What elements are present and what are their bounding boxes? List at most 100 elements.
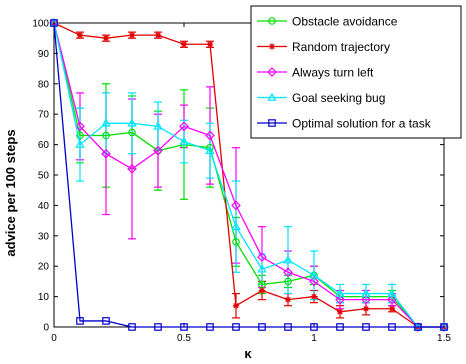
data-point <box>205 130 215 141</box>
data-point <box>231 200 241 211</box>
data-point <box>128 128 136 137</box>
series-line <box>53 22 444 328</box>
data-point <box>205 145 215 154</box>
data-point <box>206 323 214 331</box>
data-point <box>102 35 110 42</box>
data-point <box>258 287 266 294</box>
series-line <box>53 22 444 328</box>
data-point <box>387 288 397 297</box>
legend-marker <box>268 119 276 127</box>
data-point <box>361 294 371 305</box>
legend-label: Random trajectory <box>292 40 390 54</box>
data-point <box>388 305 396 312</box>
y-axis-label: advice per 100 steps <box>3 129 18 256</box>
legend-marker <box>268 17 276 25</box>
data-point <box>101 118 111 127</box>
y-tick-label: 90 <box>38 49 50 60</box>
x-tick-label: 1.5 <box>437 333 451 344</box>
y-tick-label: 20 <box>38 262 50 273</box>
data-point <box>362 323 370 331</box>
data-point <box>414 323 422 331</box>
data-point <box>76 31 84 39</box>
data-point <box>128 31 136 39</box>
series-line <box>53 22 444 328</box>
data-point <box>283 267 293 278</box>
legend-label: Goal seeking bug <box>292 91 385 105</box>
data-point <box>335 288 345 297</box>
series-4 <box>50 19 448 331</box>
legend-marker <box>267 67 277 77</box>
data-point <box>361 288 371 297</box>
data-point <box>179 136 189 145</box>
data-point <box>180 41 188 48</box>
data-point <box>76 317 84 325</box>
data-point <box>309 270 319 279</box>
legend-label: Optimal solution for a task <box>292 117 432 131</box>
data-point <box>231 221 241 230</box>
y-tick-label: 80 <box>38 79 50 90</box>
x-tick-label: 0 <box>51 333 57 344</box>
data-point <box>75 121 85 132</box>
series-group <box>49 18 449 332</box>
legend-marker <box>267 92 277 101</box>
data-point <box>362 305 370 312</box>
y-tick-label: 50 <box>38 171 50 182</box>
y-tick-label: 60 <box>38 140 50 151</box>
data-point <box>102 131 110 140</box>
data-point <box>232 302 240 309</box>
data-point <box>76 131 84 140</box>
data-point <box>309 276 319 287</box>
data-point <box>232 323 240 331</box>
data-point <box>284 296 292 303</box>
data-point <box>153 121 163 130</box>
data-point <box>258 323 266 331</box>
series-line <box>53 22 444 328</box>
y-tick-label: 30 <box>38 231 50 242</box>
x-axis-label: κ <box>244 346 252 361</box>
legend-item: Random trajectory <box>257 40 390 54</box>
data-point <box>153 145 163 156</box>
data-point <box>127 118 137 127</box>
data-point <box>283 255 293 264</box>
data-point <box>232 238 240 246</box>
series-line <box>53 22 444 328</box>
data-point <box>154 31 162 39</box>
legend-marker <box>268 43 276 50</box>
legend-item: Goal seeking bug <box>257 91 385 105</box>
data-point <box>154 323 162 331</box>
y-tick-label: 0 <box>43 323 49 334</box>
data-point <box>310 293 318 300</box>
legend-item: Obstacle avoidance <box>257 15 398 29</box>
data-point <box>75 139 85 148</box>
data-point <box>50 19 58 27</box>
data-point <box>102 317 110 325</box>
data-point <box>310 323 318 331</box>
x-tick-label: 0.5 <box>177 333 191 344</box>
data-point <box>180 323 188 331</box>
data-point <box>206 41 214 48</box>
data-point <box>284 277 292 286</box>
data-point <box>387 294 397 305</box>
data-point <box>284 323 292 331</box>
y-tick-label: 70 <box>38 110 50 121</box>
data-point <box>440 323 448 331</box>
data-point <box>257 252 267 262</box>
data-point <box>101 148 111 159</box>
data-point <box>335 294 345 305</box>
data-point <box>127 164 137 174</box>
y-tick-label: 10 <box>38 292 50 303</box>
data-point <box>128 323 136 331</box>
x-tick-label: 1 <box>311 333 317 344</box>
data-point <box>388 323 396 331</box>
legend: Obstacle avoidance Random trajectory Alway… <box>250 5 462 139</box>
data-point <box>336 308 344 315</box>
y-tick-label: 100 <box>32 19 49 30</box>
data-point <box>336 323 344 331</box>
legend-label: Always turn left <box>292 66 374 80</box>
data-point <box>257 264 267 273</box>
legend-item: Optimal solution for a task <box>257 117 432 131</box>
legend-item: Always turn left <box>257 66 374 80</box>
y-tick-label: 40 <box>38 201 50 212</box>
data-point <box>179 121 189 132</box>
